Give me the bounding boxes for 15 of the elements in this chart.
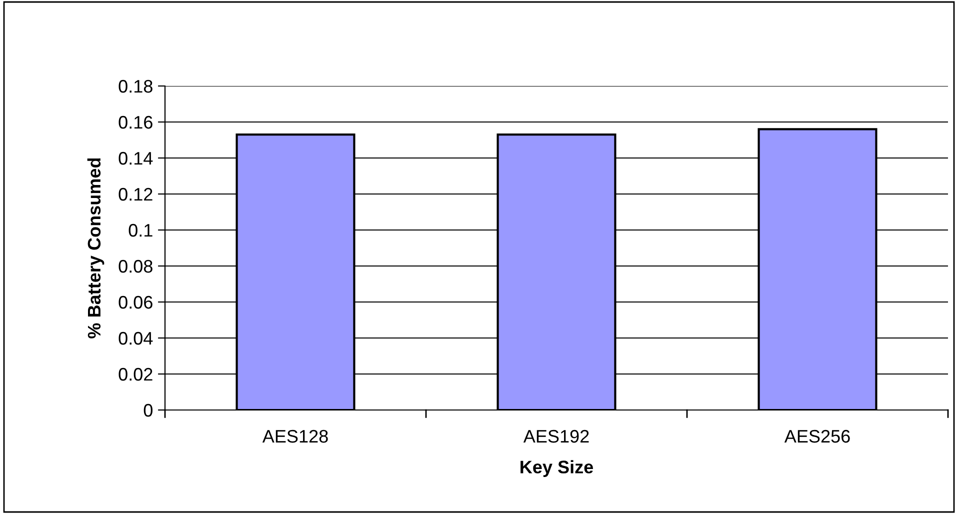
x-axis-title: Key Size (520, 460, 594, 477)
y-tick-label: 0.1 (128, 224, 152, 237)
x-tick-label: AES256 (784, 430, 850, 443)
y-tick-label: 0.16 (118, 116, 152, 129)
x-tick-label: AES192 (523, 430, 589, 443)
y-tick-label: 0.14 (118, 152, 153, 165)
y-axis-title: % Battery Consumed (87, 158, 104, 338)
y-tick-label: 0.12 (118, 188, 152, 201)
x-tick-label: AES128 (262, 430, 328, 443)
y-tick-label: 0.06 (118, 296, 152, 309)
y-tick-label: 0.18 (118, 80, 152, 93)
y-tick-label: 0.08 (118, 260, 152, 273)
y-tick-label: 0.04 (118, 332, 153, 345)
y-tick-label: 0 (144, 404, 152, 417)
y-tick-label: 0.02 (118, 368, 152, 381)
